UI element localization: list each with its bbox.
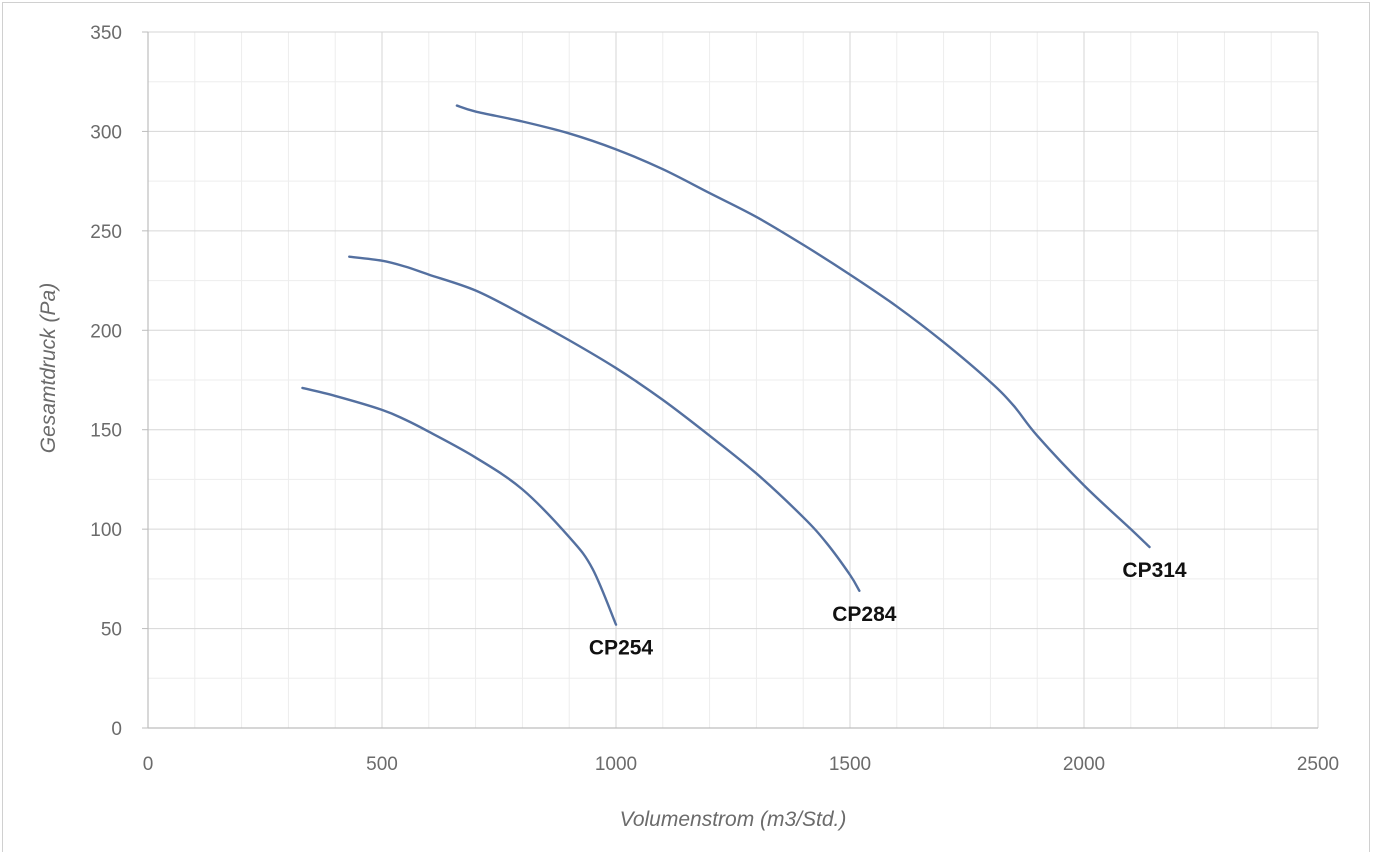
- major-gridlines: [148, 31, 1319, 728]
- y-tick-label: 0: [111, 719, 122, 740]
- series-label-cp314: CP314: [1122, 559, 1187, 582]
- y-tick-label: 200: [90, 321, 122, 342]
- series-line-cp284: [348, 255, 861, 592]
- y-axis-title: Gesamtdruck (Pa): [37, 283, 60, 453]
- y-tick-label: 250: [90, 222, 122, 243]
- series-line-cp254: [301, 386, 618, 626]
- y-tick-label: 150: [90, 421, 122, 442]
- series-label-cp254: CP254: [589, 637, 654, 660]
- y-tick-label: 300: [90, 122, 122, 143]
- x-tick-label: 500: [366, 754, 398, 775]
- x-tick-labels: 0 500 1000 1500 2000 2500: [143, 754, 1339, 775]
- x-axis-title: Volumenstrom (m3/Std.): [620, 808, 847, 831]
- y-tick-label: 50: [101, 620, 122, 641]
- series-line-cp314: [455, 104, 1151, 549]
- series-lines: [301, 104, 1151, 626]
- y-tick-label: 100: [90, 520, 122, 541]
- axes: [142, 31, 1318, 729]
- y-tick-label: 350: [90, 23, 122, 44]
- series-labels: CP254 CP284 CP314: [589, 559, 1187, 660]
- y-tick-labels: 0 50 100 150 200 250 300 350: [90, 23, 122, 740]
- x-tick-label: 2500: [1297, 754, 1339, 775]
- x-tick-label: 1000: [595, 754, 637, 775]
- series-label-cp284: CP284: [832, 603, 897, 626]
- x-tick-label: 1500: [829, 754, 871, 775]
- x-tick-label: 0: [143, 754, 154, 775]
- minor-gridlines: [148, 32, 1318, 728]
- x-tick-label: 2000: [1063, 754, 1105, 775]
